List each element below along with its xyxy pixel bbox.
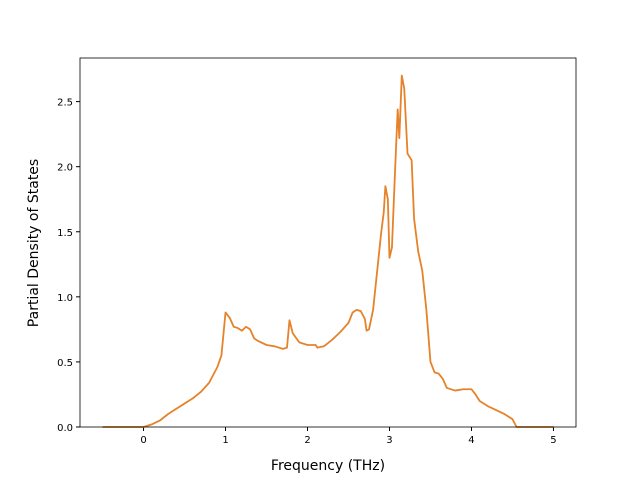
- y-tick-label: 1.0: [57, 293, 73, 304]
- x-tick-label: 0: [140, 435, 146, 446]
- x-tick-label: 1: [222, 435, 228, 446]
- plot-frame: [79, 57, 577, 428]
- y-tick-label: 0.5: [57, 358, 73, 369]
- y-tick-label: 1.5: [57, 228, 73, 239]
- y-tick-label: 0.0: [57, 423, 73, 434]
- x-tick-label: 5: [550, 435, 556, 446]
- y-tick-label: 2.5: [57, 98, 73, 109]
- data-line: [102, 74, 554, 428]
- x-tick-label: 3: [386, 435, 392, 446]
- x-tick-label: 4: [468, 435, 474, 446]
- y-axis-label: Partial Density of States: [26, 159, 42, 327]
- x-axis-label: Frequency (THz): [271, 458, 385, 474]
- x-tick-label: 2: [304, 435, 310, 446]
- y-tick-label: 2.0: [57, 163, 73, 174]
